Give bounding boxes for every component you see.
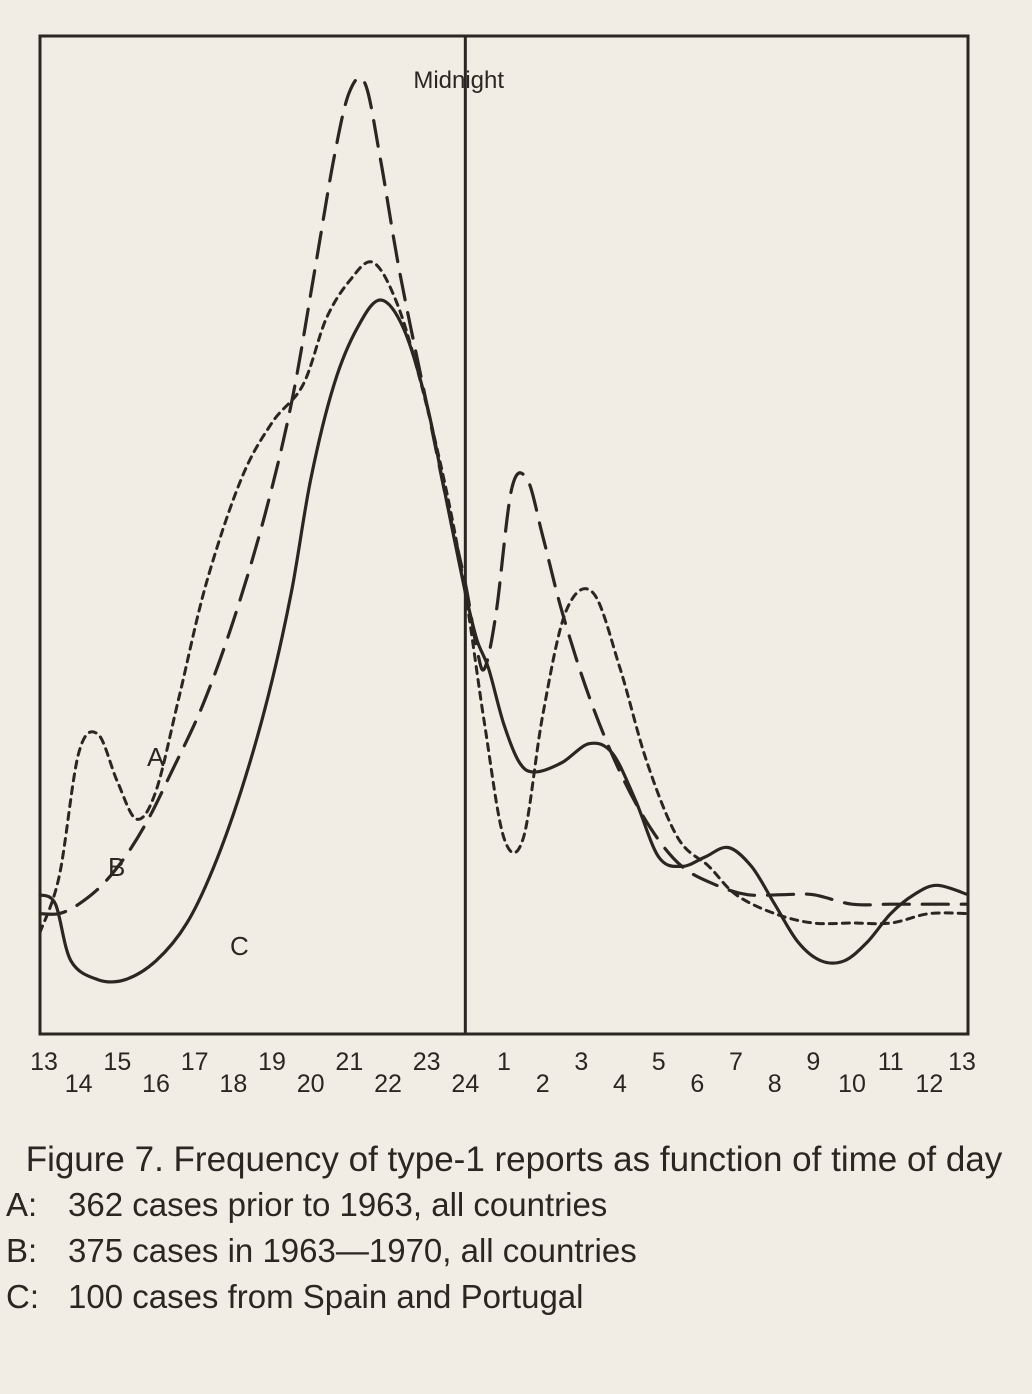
x-tick-label: 23 [413,1048,441,1076]
x-tick-label: 3 [574,1048,588,1076]
x-tick-label: 21 [335,1048,363,1076]
curve-label-c: C [230,931,249,961]
x-tick-label: 5 [652,1048,666,1076]
curve-label-layer: A B C [108,742,249,961]
legend: A: 362 cases prior to 1963, all countrie… [6,1182,1022,1320]
x-tick-label: 1 [497,1048,511,1076]
legend-item-b: B: 375 cases in 1963—1970, all countries [6,1228,1022,1274]
x-tick-label: 7 [729,1048,743,1076]
curve-label-b: B [108,852,125,882]
legend-key: C: [6,1278,39,1315]
curve-label-a: A [147,742,165,772]
x-tick-label: 16 [142,1070,170,1098]
x-tick-label: 13 [30,1048,58,1076]
x-tick-label: 20 [297,1070,325,1098]
legend-text: 100 cases from Spain and Portugal [68,1278,584,1315]
series-a-line [38,260,970,934]
legend-key: B: [6,1232,38,1269]
x-tick-label: 6 [690,1070,704,1098]
x-tick-label: 24 [451,1070,479,1098]
figure-caption: Figure 7. Frequency of type-1 reports as… [6,1138,1022,1320]
chart: Midnight ABC 131415161718192021222324123… [30,34,976,1098]
legend-key: A: [6,1186,38,1223]
x-tick-label: 9 [806,1048,820,1076]
x-tick-label: 10 [838,1070,866,1098]
figure-title: Figure 7. Frequency of type-1 reports as… [25,1140,1003,1179]
x-axis-ticks: 1314151617181920212223241234567891011121… [30,1048,976,1098]
x-tick-label: 4 [613,1070,627,1098]
x-tick-label: 22 [374,1070,402,1098]
x-tick-label: 8 [768,1070,782,1098]
x-tick-label: 19 [258,1048,286,1076]
x-tick-label: 15 [103,1048,131,1076]
legend-item-c: C: 100 cases from Spain and Portugal [6,1274,1022,1320]
series-layer [38,76,970,984]
legend-item-a: A: 362 cases prior to 1963, all countrie… [6,1182,1022,1228]
legend-text: 375 cases in 1963—1970, all countries [68,1232,637,1269]
midnight-label: Midnight [413,67,504,94]
x-tick-label: 14 [65,1070,93,1098]
x-tick-label: 13 [948,1048,976,1076]
legend-text: 362 cases prior to 1963, all countries [68,1186,608,1223]
x-tick-label: 17 [181,1048,209,1076]
x-tick-label: 11 [878,1048,904,1076]
plot-frame [38,34,970,1036]
x-tick-label: 12 [915,1070,943,1098]
x-tick-label: 18 [219,1070,247,1098]
series-b-line [38,76,970,916]
x-tick-label: 2 [536,1070,550,1098]
series-c-line [38,298,970,984]
